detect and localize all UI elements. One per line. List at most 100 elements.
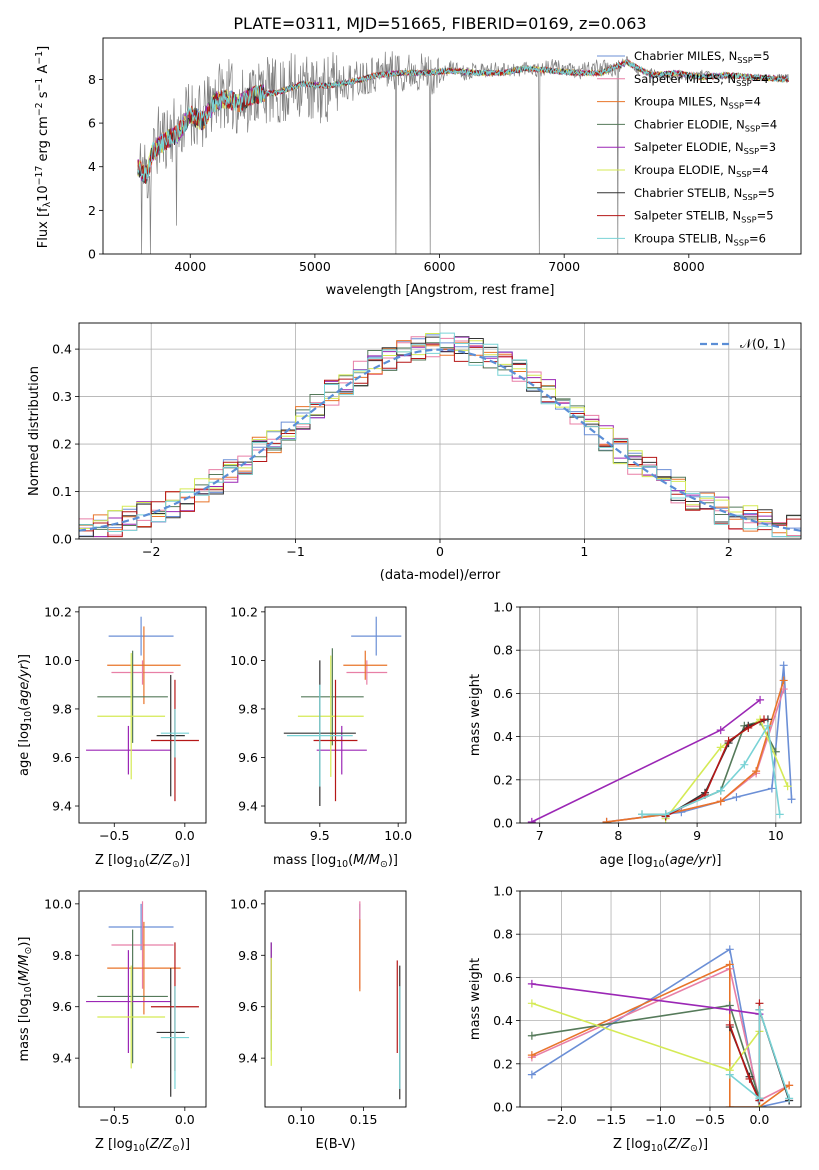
weight-marker xyxy=(527,999,536,1008)
label-part: Chabrier ELODIE, N xyxy=(634,117,745,131)
label-part: 10 xyxy=(36,185,51,202)
legend-entry: Kroupa MILES, NSSP=4 xyxy=(634,95,761,111)
y-tick-label: 9.6 xyxy=(52,999,72,1014)
weight_vs_age-plot-area xyxy=(527,661,796,823)
weight-marker xyxy=(785,1094,794,1103)
weight-marker xyxy=(725,1070,734,1079)
weight-line xyxy=(531,967,790,1102)
weight-marker xyxy=(725,1020,734,1029)
label-part: Z [log xyxy=(95,853,133,868)
label-part: =3 xyxy=(759,140,776,154)
label-part: =5 xyxy=(753,49,770,63)
label-part: Salpeter ELODIE, N xyxy=(634,140,744,154)
y-tick-label: 9.6 xyxy=(52,750,72,765)
y-axis-label: mass [log10(M/M⊙)] xyxy=(17,937,34,1062)
y-tick-label: 9.4 xyxy=(52,799,72,814)
weight-marker xyxy=(725,945,734,954)
weight-line xyxy=(531,963,790,1107)
label-part: ] xyxy=(36,46,51,51)
model-spectrum-line xyxy=(137,59,789,182)
axes-frame xyxy=(264,606,407,824)
weight-line xyxy=(531,947,790,1107)
weight-line xyxy=(665,718,765,818)
label-part: ( xyxy=(665,853,670,868)
label-part: 10 xyxy=(23,986,34,998)
x-axis-label: Z [log10(Z/Z⊙)] xyxy=(613,1137,708,1154)
y-tick-label: 0.0 xyxy=(493,816,513,831)
mass_vs_Z-axes: −0.5 0.09.49.69.810.0Z [log10(Z/Z⊙)]mass … xyxy=(17,890,207,1154)
y-tick-label: 9.4 xyxy=(238,799,258,814)
label-part: Chabrier STELIB, N xyxy=(634,186,742,200)
y-tick-label: 10.2 xyxy=(230,604,258,619)
weight-marker xyxy=(638,810,647,819)
label-part: ⊙ xyxy=(172,1143,180,1154)
label-part: SSP xyxy=(736,78,751,88)
weight-marker xyxy=(732,793,741,802)
label-part: 10 xyxy=(336,859,348,870)
y-axis-label: age [log10(age/yr)] xyxy=(17,654,34,776)
y-axis-label: mass weight xyxy=(468,674,483,756)
mass_vs_Z-plot-area xyxy=(86,901,199,1097)
spectrum-plot-area xyxy=(137,51,789,254)
label-part: Z [log xyxy=(613,1137,651,1152)
x-tick-label: −2 xyxy=(142,544,160,559)
label-part: age/yr xyxy=(670,853,713,868)
y-tick-label: 0.8 xyxy=(493,927,513,942)
plots-layer: 4000 5000 6000 7000 8000 0 2 4 6 8 wavelength [Ang… xyxy=(17,37,802,1154)
weight-marker xyxy=(755,1094,764,1103)
axes-frame xyxy=(519,606,802,824)
label-part: −17 xyxy=(34,166,45,186)
label-part: age [log xyxy=(599,853,652,868)
x-tick-label: 9 xyxy=(693,828,701,843)
label-part: 10 xyxy=(653,859,665,870)
x-axis-label: Z [log10(Z/Z⊙)] xyxy=(95,1137,190,1154)
weight-marker xyxy=(752,767,761,776)
label-part: )] xyxy=(17,654,32,664)
x-tick-label: 6000 xyxy=(424,259,456,274)
x-tick-label: −0.5 xyxy=(99,1112,129,1127)
x-axis-label: (data-model)/error xyxy=(380,568,501,583)
y-axis-label: mass weight xyxy=(468,958,483,1040)
y-tick-label: 0.4 xyxy=(52,342,72,357)
y-tick-label: 1.0 xyxy=(493,884,513,899)
weight-marker xyxy=(779,676,788,685)
age_vs_mass-axes: 9.5 10.0 9.4 9.6 9.8 10.0 10.2 mass [log10(M/M⊙… xyxy=(230,604,412,870)
y-tick-label: 0.2 xyxy=(493,1056,513,1071)
y-tick-label: 9.4 xyxy=(238,1051,258,1066)
x-tick-label: 8000 xyxy=(673,259,705,274)
label-part: −2 xyxy=(34,102,45,116)
label-part: =6 xyxy=(749,231,766,245)
label-part: =5 xyxy=(758,186,775,200)
label-part: SSP xyxy=(745,123,760,133)
label-part: Kroupa STELIB, N xyxy=(634,231,734,245)
x-tick-label: −1.5 xyxy=(596,1112,626,1127)
age_vs_Z-plot-area xyxy=(86,616,199,802)
x-tick-label: 1 xyxy=(580,544,588,559)
x-axis-label: Z [log10(Z/Z⊙)] xyxy=(95,853,190,870)
weight-marker xyxy=(527,1070,536,1079)
label-part: ⊙ xyxy=(23,947,34,955)
gaussian-curve xyxy=(79,348,801,532)
weight-line xyxy=(531,983,760,1015)
weight-marker xyxy=(775,810,784,819)
residual-histogram xyxy=(79,332,801,538)
x-tick-label: 0.0 xyxy=(175,828,195,843)
weight_vs_Z-axes: −2.0 −1.5 −1.0 −0.5 0.0 0.0 0.2 0.4 0.6 0.8 1.0 Z [… xyxy=(468,884,802,1154)
y-tick-label: 0.2 xyxy=(493,772,513,787)
axes-frame xyxy=(264,890,407,1108)
legend-entry: Salpeter MILES, NSSP=4 xyxy=(634,72,769,88)
x-tick-label: 5000 xyxy=(299,259,331,274)
residuals-axes: −2 −1 0 1 2 0.0 0.1 0.2 0.3 0.4 𝒩(0, 1) (data-model… xyxy=(27,322,802,583)
age_vs_Z-axes: −0.5 0.09.49.69.810.010.2Z [log10(Z/Z⊙)]a… xyxy=(17,604,207,870)
label-part: mass [log xyxy=(273,853,336,868)
legend-entry: Chabrier ELODIE, NSSP=4 xyxy=(634,117,777,133)
weight-marker xyxy=(779,661,788,670)
label-part: SSP xyxy=(741,215,756,225)
weight-marker xyxy=(661,810,670,819)
y-tick-label: 0.6 xyxy=(493,970,513,985)
age_vs_mass-plot-area xyxy=(283,616,402,807)
label-part: Z/Z xyxy=(149,853,173,868)
weight-line xyxy=(729,1009,790,1101)
mass_vs_EBV-plot-area xyxy=(270,901,401,1100)
